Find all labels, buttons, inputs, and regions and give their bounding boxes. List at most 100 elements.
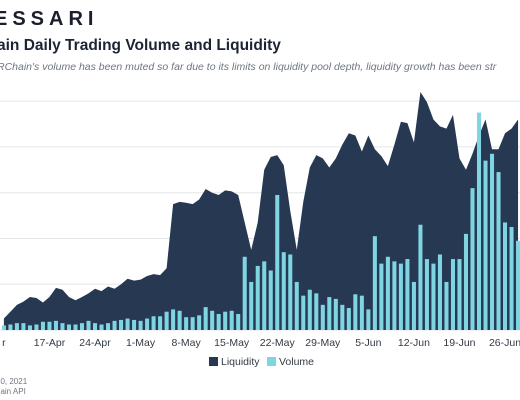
volume-bar [1, 325, 6, 330]
volume-bar [229, 310, 234, 330]
volume-bar [171, 309, 176, 330]
volume-series [1, 112, 520, 330]
x-tick-label: 26-Jun [489, 337, 520, 349]
volume-bar [27, 325, 32, 330]
x-tick-label: 24-Apr [79, 337, 111, 349]
x-tick-label: 12-Jun [398, 337, 430, 349]
volume-bar [450, 259, 455, 330]
volume-bar [223, 311, 228, 330]
volume-bar [93, 323, 98, 330]
volume-bar [431, 263, 436, 330]
volume-bar [424, 259, 429, 330]
volume-bar [418, 224, 423, 330]
volume-bar [496, 172, 501, 330]
x-tick-label: 29-May [305, 337, 341, 349]
volume-bar [275, 194, 280, 330]
volume-bar [346, 308, 351, 330]
volume-bar [203, 307, 208, 330]
volume-bar [340, 304, 345, 330]
volume-bar [34, 324, 39, 330]
volume-bar [392, 261, 397, 330]
volume-bar [86, 320, 91, 330]
volume-bar [509, 227, 514, 330]
x-tick-label: 8-May [172, 337, 202, 349]
volume-bar [372, 236, 377, 330]
volume-bar [503, 222, 508, 330]
x-tick-label: 17-Apr [34, 337, 66, 349]
x-tick-label: 1-May [126, 337, 156, 349]
volume-bar [216, 313, 221, 330]
volume-bar [197, 315, 202, 330]
volume-bar [190, 317, 195, 330]
volume-bar [476, 112, 482, 330]
volume-bar [294, 281, 299, 330]
volume-bar [437, 254, 442, 330]
x-tick-label: 5-Jun [355, 337, 381, 349]
volume-bar [320, 304, 325, 330]
volume-bar [411, 281, 416, 330]
volume-bar [301, 295, 306, 330]
volume-bar [158, 316, 163, 330]
volume-bar [119, 319, 124, 330]
volume-bar [307, 289, 312, 330]
volume-bar [359, 295, 364, 330]
volume-bar [112, 320, 117, 330]
volume-bar [457, 259, 462, 330]
volume-bar [242, 256, 247, 330]
volume-bar [516, 240, 520, 330]
volume-bar [145, 318, 150, 330]
x-axis-ticks: r 17-Apr 24-Apr 1-May 8-May 15-May 22-May 29-Ma… [2, 337, 520, 349]
volume-bar [210, 310, 215, 330]
volume-bar [164, 311, 169, 330]
volume-bar [21, 323, 26, 330]
volume-bar [327, 297, 332, 330]
volume-bar [249, 281, 254, 330]
liquidity-volume-chart: r 17-Apr 24-Apr 1-May 8-May 15-May 22-May 29-Ma… [0, 92, 520, 368]
volume-bar [40, 321, 45, 330]
volume-bar [470, 188, 475, 330]
x-tick-label: 22-May [260, 337, 296, 349]
volume-bar [66, 324, 72, 330]
volume-bar [333, 298, 338, 330]
volume-bar [366, 309, 371, 330]
footer-date: 30, 2021 [0, 377, 28, 386]
x-tick-label: 15-May [214, 337, 250, 349]
volume-bar [268, 270, 273, 330]
volume-bar [60, 323, 65, 330]
x-tick-label: r [2, 337, 6, 349]
legend-label-liquidity: Liquidity [221, 356, 260, 368]
volume-bar [236, 313, 241, 330]
x-tick-label: 19-Jun [443, 337, 475, 349]
volume-bar [106, 323, 111, 330]
volume-bar [73, 324, 78, 330]
volume-bar [184, 317, 189, 330]
volume-bar [255, 265, 260, 330]
volume-bar [138, 320, 143, 330]
volume-bar [314, 293, 319, 330]
legend-swatch-liquidity [209, 357, 218, 366]
volume-bar [405, 259, 410, 330]
volume-bar [281, 252, 286, 330]
chart-subtitle: RChain's volume has been muted so far du… [0, 61, 497, 73]
volume-bar [79, 323, 85, 330]
volume-bar [8, 324, 13, 330]
volume-bar [262, 261, 267, 330]
volume-bar [379, 263, 384, 330]
volume-bar [483, 160, 488, 330]
volume-bar [99, 324, 104, 330]
volume-bar [132, 319, 137, 330]
volume-bar [151, 316, 156, 330]
volume-bar [490, 153, 495, 330]
footer-source: hain API [0, 387, 26, 396]
legend-swatch-volume [267, 357, 276, 366]
legend-label-volume: Volume [279, 356, 314, 368]
volume-bar [353, 294, 358, 330]
volume-bar [125, 318, 130, 330]
volume-bar [385, 256, 390, 330]
chart-title: ain Daily Trading Volume and Liquidity [0, 37, 281, 54]
volume-bar [463, 233, 468, 330]
volume-bar [398, 263, 403, 330]
volume-bar [288, 254, 293, 330]
volume-bar [53, 320, 58, 330]
volume-bar [444, 281, 449, 330]
